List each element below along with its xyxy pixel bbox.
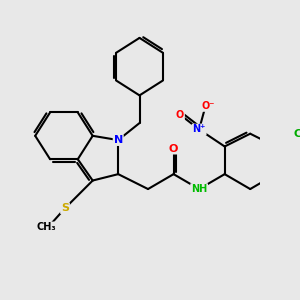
Text: N: N: [114, 135, 123, 145]
Text: CH₃: CH₃: [37, 222, 56, 233]
Text: Cl: Cl: [293, 129, 300, 139]
Text: S: S: [61, 203, 69, 213]
Text: O⁻: O⁻: [201, 101, 215, 111]
Text: N⁺: N⁺: [192, 124, 206, 134]
Text: O: O: [176, 110, 184, 119]
Text: NH: NH: [191, 184, 207, 194]
Text: O: O: [169, 144, 178, 154]
